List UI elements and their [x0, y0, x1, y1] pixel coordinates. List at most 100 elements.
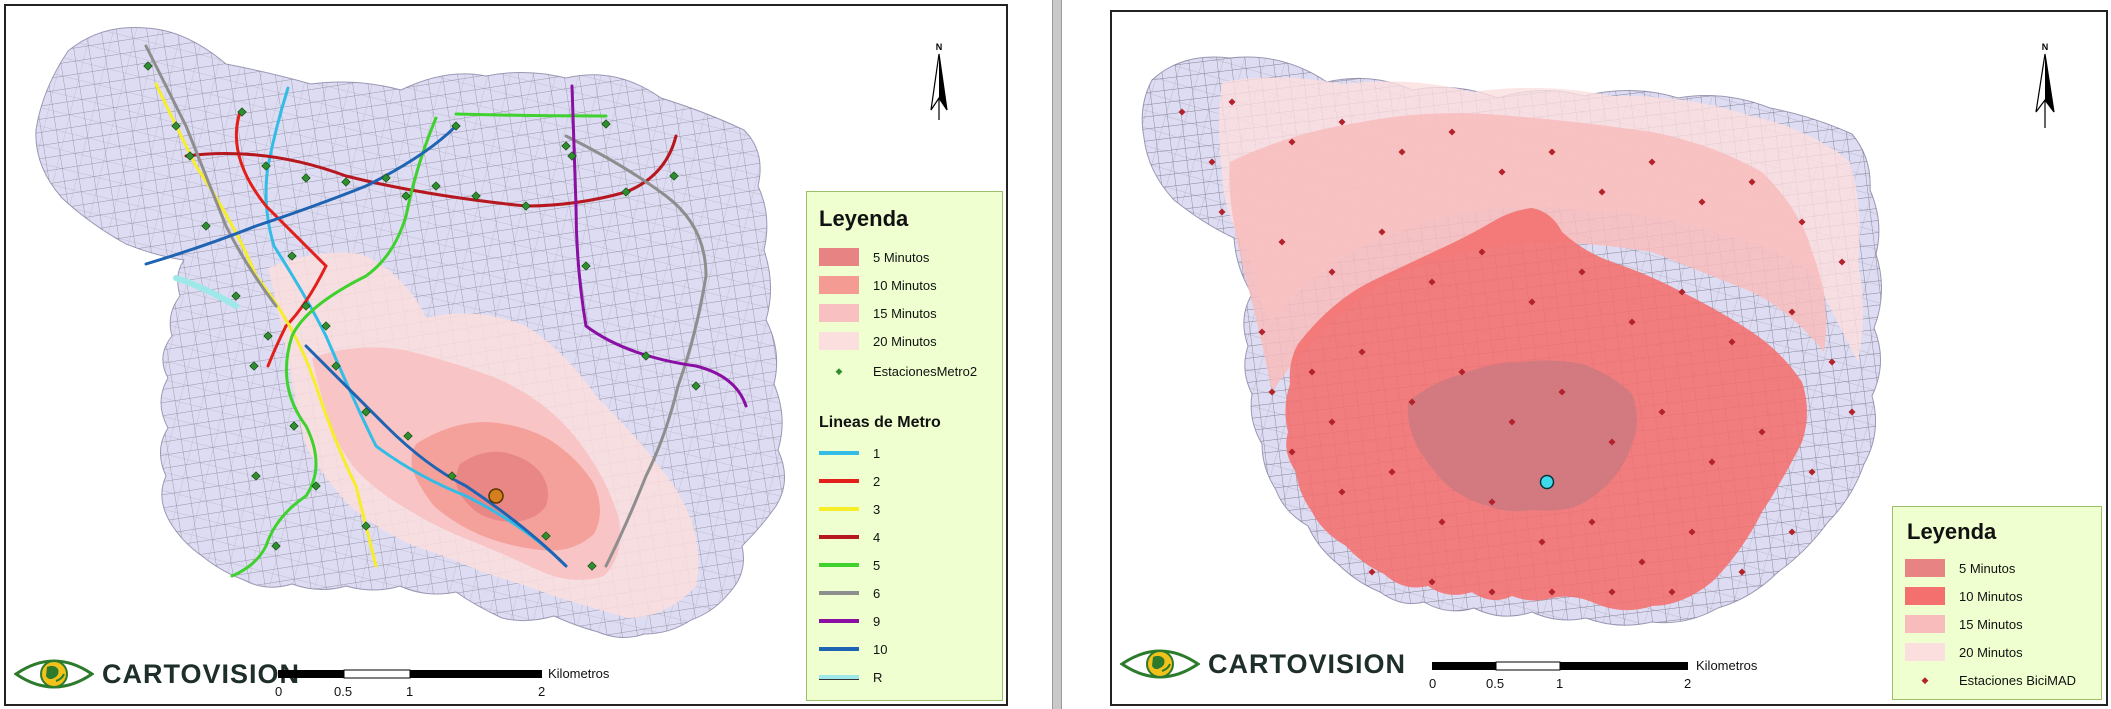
zone-5-swatch [819, 248, 859, 266]
legend-zone-20: 20 Minutos [1905, 641, 2023, 663]
metro-line-3[interactable] [154, 82, 378, 568]
metro-line-2[interactable] [234, 110, 328, 368]
cartovision-logo: CARTOVISION [1120, 644, 1406, 684]
zone-20-swatch [819, 332, 859, 350]
zone-10-swatch [819, 276, 859, 294]
legend-title: Leyenda [819, 206, 909, 231]
legend-zone-15: 15 Minutos [1905, 613, 2023, 635]
metro-station-marker[interactable] [301, 301, 311, 311]
metro-line-10[interactable] [144, 124, 568, 568]
legend-line-3: 3 [819, 498, 880, 520]
metro-station-marker[interactable] [403, 431, 413, 441]
scale-tick-0-5: 0.5 [1486, 676, 1505, 691]
metro-station-marker[interactable] [261, 161, 271, 171]
north-label: N [935, 42, 943, 52]
zone-15-swatch [819, 304, 859, 322]
scale-tick-0: 0 [1429, 676, 1437, 691]
origin-point[interactable] [1539, 474, 1555, 490]
metro-line-6[interactable] [144, 44, 708, 568]
left-map-canvas[interactable] [6, 6, 1006, 704]
metro-station-marker[interactable] [301, 173, 311, 183]
logo-text: CARTOVISION [102, 658, 301, 689]
metro-station-marker[interactable] [321, 321, 331, 331]
zone-5-swatch [1905, 559, 1945, 577]
metro-station-marker[interactable] [171, 121, 181, 131]
metro-station-marker[interactable] [311, 481, 321, 491]
metro-stations [143, 61, 701, 571]
lines-legend-title: Lineas de Metro [819, 414, 941, 431]
metro-station-marker[interactable] [431, 181, 441, 191]
line-1-swatch [819, 451, 859, 455]
station-marker-icon: ◆ [1921, 674, 1929, 685]
metro-station-marker[interactable] [471, 191, 481, 201]
legend-line-r-label: R [873, 669, 883, 685]
legend-stations-label: EstacionesMetro2 [873, 363, 978, 379]
metro-station-marker[interactable] [601, 119, 611, 129]
zone-15-minutos [1229, 113, 1827, 392]
metro-station-marker[interactable] [341, 177, 351, 187]
metro-station-marker[interactable] [401, 191, 411, 201]
metro-station-marker[interactable] [185, 151, 195, 161]
scale-bar-graphic [1432, 661, 1688, 671]
zone-5-minutos [1407, 360, 1637, 512]
north-arrow-icon [2035, 53, 2055, 128]
origin-point[interactable] [488, 488, 504, 504]
metro-station-marker[interactable] [251, 471, 261, 481]
legend-line-6: 6 [819, 582, 880, 604]
line-4-swatch [819, 535, 859, 539]
line-9-swatch [819, 619, 859, 623]
metro-station-marker[interactable] [381, 173, 391, 183]
metro-station-marker[interactable] [541, 531, 551, 541]
north-arrow-icon [930, 53, 948, 120]
legend-zone-15: 15 Minutos [819, 302, 937, 324]
legend-line-10-label: 10 [873, 641, 888, 657]
metro-station-marker[interactable] [231, 291, 241, 301]
legend-line-9: 9 [819, 610, 880, 632]
metro-station-marker[interactable] [587, 561, 597, 571]
metro-line-4[interactable] [184, 134, 678, 208]
metro-station-marker[interactable] [249, 361, 259, 371]
scale-bar-graphic [278, 669, 542, 679]
metro-line-5[interactable] [230, 112, 608, 578]
legend-zone-5-label: 5 Minutos [1959, 560, 2016, 576]
metro-station-marker[interactable] [561, 141, 571, 151]
legend-zone-15-label: 15 Minutos [873, 305, 937, 321]
metro-station-marker[interactable] [289, 421, 299, 431]
metro-line-9[interactable] [570, 84, 748, 408]
metro-station-marker[interactable] [287, 251, 297, 261]
metro-station-marker[interactable] [567, 151, 577, 161]
metro-station-marker[interactable] [691, 381, 701, 391]
metro-station-marker[interactable] [361, 407, 371, 417]
metro-station-marker[interactable] [271, 541, 281, 551]
metro-station-marker[interactable] [641, 351, 651, 361]
metro-station-marker[interactable] [669, 171, 679, 181]
metro-station-marker[interactable] [361, 521, 371, 531]
metro-station-marker[interactable] [447, 471, 457, 481]
metro-station-marker[interactable] [581, 261, 591, 271]
legend-zone-10: 10 Minutos [819, 274, 937, 296]
legend-line-1-label: 1 [873, 445, 881, 461]
metro-station-marker[interactable] [201, 221, 211, 231]
metro-station-marker[interactable] [521, 201, 531, 211]
metro-station-marker[interactable] [237, 107, 247, 117]
legend-stations-label: Estaciones BiciMAD [1959, 672, 2077, 688]
metro-station-marker[interactable] [451, 121, 461, 131]
metro-station-marker[interactable] [143, 61, 153, 71]
metro-line-1[interactable] [264, 86, 568, 568]
metro-station-marker[interactable] [331, 361, 341, 371]
legend-stations: ◆ EstacionesMetro2 [819, 360, 978, 382]
station-marker-icon: ◆ [835, 365, 843, 376]
line-3-swatch [819, 507, 859, 511]
right-map-panel: N Leyenda 5 Minutos 10 Minutos 15 Minuto… [1110, 10, 2108, 706]
right-map-canvas[interactable] [1112, 12, 2106, 704]
metro-station-marker[interactable] [621, 187, 631, 197]
zone-15-swatch [1905, 615, 1945, 633]
legend-zone-15-label: 15 Minutos [1959, 616, 2023, 632]
legend-line-5-label: 5 [873, 557, 881, 573]
metro-line-r[interactable] [173, 275, 239, 309]
line-5-swatch [819, 563, 859, 567]
left-map-panel: N Leyenda 5 Minutos 10 Minutos 15 Minuto… [4, 4, 1008, 706]
metro-station-marker[interactable] [263, 331, 273, 341]
panel-divider[interactable] [1052, 0, 1062, 709]
scale-tick-2: 2 [1684, 676, 1692, 691]
